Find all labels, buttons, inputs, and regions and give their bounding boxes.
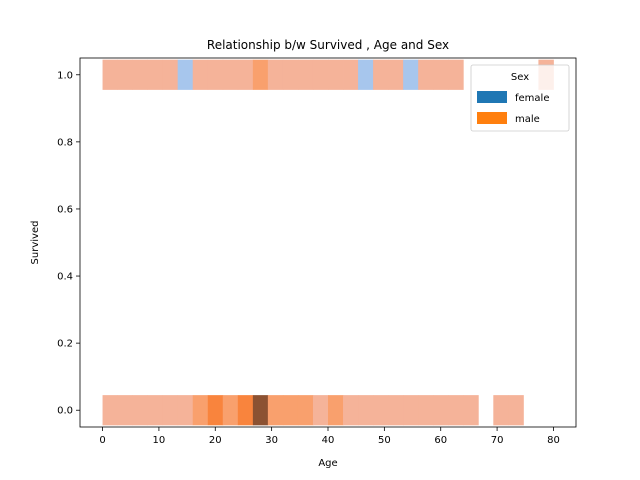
heatmap-cell xyxy=(388,395,404,426)
heatmap-cell xyxy=(297,59,314,90)
heatmap-cell xyxy=(312,395,329,426)
x-tick-label: 40 xyxy=(322,435,335,446)
heatmap-cell xyxy=(328,395,344,426)
heatmap-cell xyxy=(463,395,479,426)
legend-label-male: male xyxy=(515,114,540,125)
legend-swatch-female xyxy=(477,91,507,103)
legend-title: Sex xyxy=(511,72,529,83)
heatmap-cell xyxy=(282,395,299,426)
heatmap-cell xyxy=(433,59,449,90)
y-axis-label: Survived xyxy=(30,221,41,265)
heatmap-cell xyxy=(373,59,389,90)
heatmap-cell xyxy=(147,395,164,426)
heatmap-cell xyxy=(177,395,194,426)
heatmap-cell xyxy=(403,395,419,426)
heatmap-cell xyxy=(343,59,359,90)
legend-label-female: female xyxy=(515,93,549,104)
chart-title: Relationship b/w Survived , Age and Sex xyxy=(207,38,449,52)
heatmap-cell xyxy=(267,59,284,90)
x-tick-label: 80 xyxy=(547,435,560,446)
heatmap-cell xyxy=(267,395,284,426)
heatmap-cell xyxy=(252,59,269,90)
heatmap-cell xyxy=(358,395,374,426)
heatmap-cell xyxy=(192,59,209,90)
x-tick-label: 10 xyxy=(153,435,166,446)
heatmap-cell xyxy=(312,59,329,90)
heatmap-cell xyxy=(448,59,464,90)
x-axis-label: Age xyxy=(318,458,337,469)
heatmap-cell xyxy=(448,395,464,426)
heatmap-cell xyxy=(297,395,314,426)
heatmap-cell xyxy=(493,395,509,426)
heatmap-cell xyxy=(418,59,434,90)
plot-frame xyxy=(79,57,577,428)
heatmap-cell xyxy=(222,395,239,426)
x-tick-label: 60 xyxy=(434,435,447,446)
heatmap-cell xyxy=(328,59,344,90)
heatmap-cell xyxy=(132,59,149,90)
heatmap-cell xyxy=(343,395,359,426)
y-tick-label: 1.0 xyxy=(57,70,73,81)
heatmap-cell xyxy=(237,395,254,426)
heatmap-cell xyxy=(207,59,224,90)
y-tick-label: 0.8 xyxy=(57,137,73,148)
heatmap-cell xyxy=(102,395,118,426)
heatmap-cell xyxy=(418,395,434,426)
heatmap-cell xyxy=(192,395,209,426)
ticks-layer: 0 10 20 30 40 50 60 70 80 0.0 0.2 0.4 0.6 0.8 1.0 xyxy=(57,70,560,446)
heatmap-cell xyxy=(162,59,179,90)
y-tick-label: 0.4 xyxy=(57,272,73,283)
x-tick-label: 20 xyxy=(209,435,222,446)
cells-layer xyxy=(102,59,554,426)
heatmap-cell xyxy=(117,59,134,90)
heatmap-cell xyxy=(222,59,239,90)
heatmap-cell xyxy=(403,59,419,90)
heatmap-cell xyxy=(237,59,254,90)
x-tick-label: 0 xyxy=(99,435,105,446)
heatmap-cell xyxy=(102,59,118,90)
heatmap-cell xyxy=(177,59,194,90)
heatmap-cell xyxy=(508,395,524,426)
heatmap-cell xyxy=(207,395,224,426)
heatmap-cell xyxy=(373,395,389,426)
heatmap-cell xyxy=(117,395,134,426)
heatmap-cell xyxy=(147,59,164,90)
heatmap-cell xyxy=(358,59,374,90)
heatmap-cell xyxy=(162,395,179,426)
legend: Sex female male xyxy=(470,64,570,132)
heatmap-cell xyxy=(388,59,404,90)
x-tick-label: 70 xyxy=(491,435,504,446)
heatmap-cell xyxy=(132,395,149,426)
heatmap-cell xyxy=(252,395,269,426)
y-tick-label: 0.6 xyxy=(57,204,73,215)
x-tick-label: 50 xyxy=(378,435,391,446)
heatmap-cell xyxy=(282,59,299,90)
y-tick-label: 0.0 xyxy=(57,406,73,417)
heatmap-cell xyxy=(433,395,449,426)
y-tick-label: 0.2 xyxy=(57,339,73,350)
x-tick-label: 30 xyxy=(265,435,278,446)
legend-swatch-male xyxy=(477,112,507,124)
